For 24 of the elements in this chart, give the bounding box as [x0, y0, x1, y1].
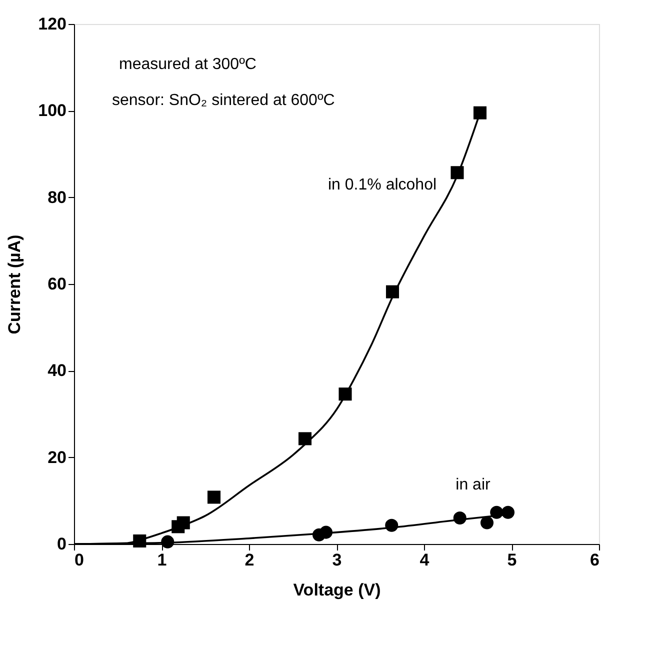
annotation: sensor: SnO₂ sintered at 600ºC — [112, 92, 335, 109]
x-tick-label: 4 — [420, 550, 430, 570]
x-tick-label: 0 — [74, 550, 84, 570]
y-tick-label: 0 — [57, 534, 66, 554]
x-tick-label: 5 — [507, 550, 517, 570]
annotation: measured at 300ºC — [119, 56, 256, 73]
x-axis-title: Voltage (V) — [293, 580, 381, 600]
y-tick-label: 20 — [48, 448, 66, 467]
y-tick-label: 40 — [48, 361, 66, 380]
x-tick-label: 6 — [590, 550, 600, 570]
y-tick-label: 60 — [48, 274, 66, 294]
x-tick-label: 2 — [244, 550, 254, 570]
y-tick-label: 100 — [38, 101, 66, 120]
x-tick-label: 3 — [332, 550, 342, 570]
y-axis-title: Current (µA) — [5, 234, 24, 334]
point — [207, 490, 221, 504]
point — [501, 506, 515, 519]
point — [473, 106, 487, 120]
series-label: in 0.1% alcohol — [328, 176, 437, 194]
series-label: in air — [456, 476, 492, 494]
x-tick-label: 1 — [157, 550, 167, 570]
point — [480, 516, 494, 530]
y-tick-label: 80 — [48, 188, 66, 207]
y-tick-label: 120 — [38, 14, 66, 34]
